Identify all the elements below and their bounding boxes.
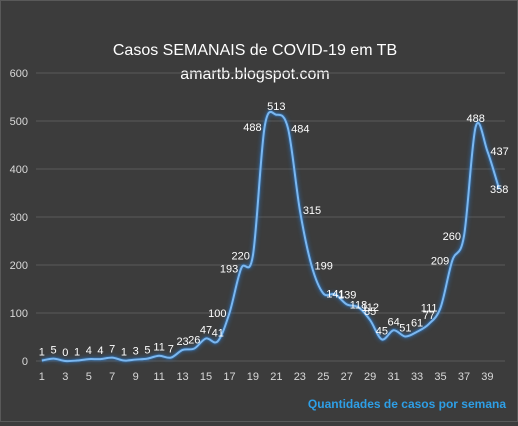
y-tick-label: 100	[10, 308, 28, 320]
chart-title: Casos SEMANAIS de COVID-19 em TB	[113, 42, 397, 59]
data-label: 358	[490, 184, 508, 196]
data-label: 51	[399, 323, 411, 335]
data-label: 1	[121, 347, 127, 359]
x-tick-label: 21	[270, 371, 282, 383]
x-tick-label: 31	[387, 371, 399, 383]
y-tick-label: 0	[22, 356, 28, 368]
data-label: 139	[338, 289, 356, 301]
y-tick-label: 400	[10, 164, 28, 176]
chart-subtitle: amartb.blogspot.com	[180, 66, 329, 83]
data-label: 513	[267, 101, 285, 113]
x-tick-label: 1	[39, 371, 45, 383]
data-label: 3	[133, 346, 139, 358]
data-label: 199	[315, 260, 333, 272]
y-tick-label: 600	[10, 68, 28, 80]
data-label: 209	[431, 256, 449, 268]
x-tick-label: 29	[364, 371, 376, 383]
data-label: 5	[51, 345, 57, 357]
data-label: 64	[387, 316, 399, 328]
x-tick-label: 7	[109, 371, 115, 383]
data-label: 61	[411, 318, 423, 330]
x-tick-label: 39	[481, 371, 493, 383]
data-label: 260	[443, 231, 461, 243]
series-line	[41, 109, 502, 364]
data-label: 41	[212, 327, 224, 339]
x-tick-label: 23	[294, 371, 306, 383]
data-label: 77	[423, 310, 435, 322]
x-tick-label: 15	[200, 371, 212, 383]
data-label: 141	[326, 288, 344, 300]
y-tick-label: 500	[10, 116, 28, 128]
x-tick-label: 19	[247, 371, 259, 383]
x-tick-label: 13	[176, 371, 188, 383]
data-label: 1	[74, 347, 80, 359]
x-tick-label: 17	[223, 371, 235, 383]
y-axis-ticks: 0 100 200 300 400 500 600	[10, 68, 28, 368]
x-tick-label: 35	[434, 371, 446, 383]
data-label: 45	[376, 325, 388, 337]
y-tick-label: 200	[10, 260, 28, 272]
x-tick-label: 27	[341, 371, 353, 383]
x-tick-label: 33	[411, 371, 423, 383]
data-label: 7	[168, 344, 174, 356]
data-label: 220	[232, 250, 250, 262]
x-tick-label: 5	[86, 371, 92, 383]
x-axis-caption: Quantidades de casos por semana	[308, 397, 506, 411]
data-label: 315	[303, 205, 321, 217]
data-label: 47	[200, 324, 212, 336]
x-axis-ticks: 1 3 5 7 9 11 13 15 17 19 21 23 25 27 29 31 33 35 37 39	[39, 371, 494, 383]
data-label: 1	[39, 347, 45, 359]
x-tick-label: 25	[317, 371, 329, 383]
data-label: 488	[243, 122, 261, 134]
data-label: 0	[62, 347, 68, 359]
data-label: 112	[361, 302, 379, 314]
data-label: 23	[176, 336, 188, 348]
data-label: 488	[467, 113, 485, 125]
gridlines	[36, 72, 505, 362]
data-label: 4	[86, 345, 92, 357]
y-tick-label: 300	[10, 212, 28, 224]
x-tick-label: 9	[133, 371, 139, 383]
series-line-path	[41, 110, 501, 363]
data-label: 118	[350, 299, 368, 311]
x-tick-label: 37	[458, 371, 470, 383]
data-label: 26	[188, 335, 200, 347]
data-label: 484	[291, 124, 309, 136]
x-tick-label: 11	[153, 371, 164, 383]
data-label: 437	[490, 146, 508, 158]
data-label: 193	[220, 263, 238, 275]
data-label: 85	[364, 306, 376, 318]
data-label: 111	[421, 303, 438, 315]
data-label: 5	[144, 345, 150, 357]
data-label: 100	[208, 308, 226, 320]
data-label: 11	[153, 342, 164, 354]
data-label: 7	[109, 344, 115, 356]
x-tick-label: 3	[62, 371, 68, 383]
data-label: 4	[97, 345, 103, 357]
